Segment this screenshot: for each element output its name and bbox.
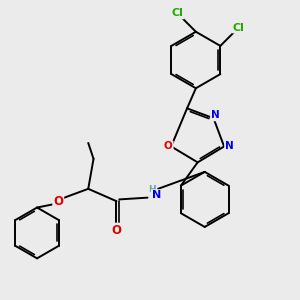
Text: Cl: Cl <box>172 8 184 18</box>
Text: N: N <box>152 190 161 200</box>
Text: Cl: Cl <box>233 22 244 32</box>
Text: H: H <box>148 185 156 194</box>
Text: O: O <box>112 224 122 237</box>
Text: N: N <box>225 142 234 152</box>
Text: O: O <box>164 142 173 152</box>
Text: O: O <box>53 195 63 208</box>
Text: N: N <box>211 110 220 120</box>
